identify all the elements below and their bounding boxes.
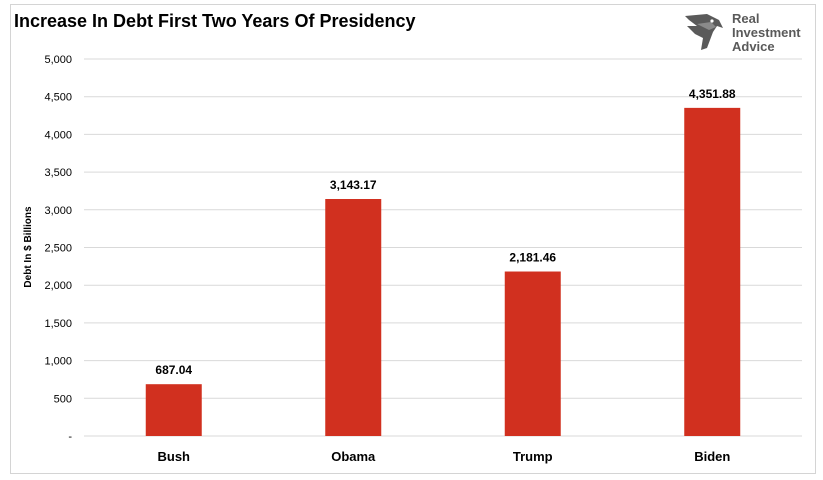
y-tick-label: 2,500 [44,243,72,255]
y-tick-label: 3,500 [44,167,72,179]
x-tick-label-bush: Bush [158,449,191,464]
logo-line-3: Advice [732,39,775,54]
bar-bush [145,384,202,436]
y-tick-label: 4,500 [44,92,72,104]
bar-biden [684,107,741,436]
y-tick-label: - [68,431,72,443]
gridlines [84,58,802,437]
y-tick-label: 5,000 [44,54,72,66]
bar-trump [504,271,561,436]
x-tick-label-biden: Biden [694,449,730,464]
x-ticks: Bush Obama Trump Biden [158,449,731,464]
y-tick-label: 3,000 [44,205,72,217]
y-tick-label: 4,000 [44,129,72,141]
chart-title: Increase In Debt First Two Years Of Pres… [14,11,416,31]
data-label-obama: 3,143.17 [330,178,377,192]
data-labels: 687.04 3,143.17 2,181.46 4,351.88 [155,87,736,377]
ylabel-group: Debt In $ Billions [23,206,34,288]
data-label-trump: 2,181.46 [509,251,556,265]
y-tick-label: 2,000 [44,280,72,292]
logo: Real Investment Advice [685,11,801,54]
x-tick-label-obama: Obama [331,449,376,464]
y-tick-label: 500 [54,393,72,405]
y-tick-label: 1,500 [44,318,72,330]
y-ticks: - 500 1,000 1,500 2,000 2,500 3,000 3,500 4,000 4… [44,54,72,443]
y-tick-label: 1,000 [44,356,72,368]
eagle-icon [685,14,723,50]
data-label-bush: 687.04 [155,363,192,377]
bar-obama [325,199,382,436]
data-label-biden: 4,351.88 [689,87,736,101]
bars [145,107,741,436]
chart-frame [10,4,816,474]
y-axis-label: Debt In $ Billions [23,206,34,288]
x-tick-label-trump: Trump [513,449,553,464]
logo-line-2: Investment [732,25,801,40]
logo-line-1: Real [732,11,759,26]
